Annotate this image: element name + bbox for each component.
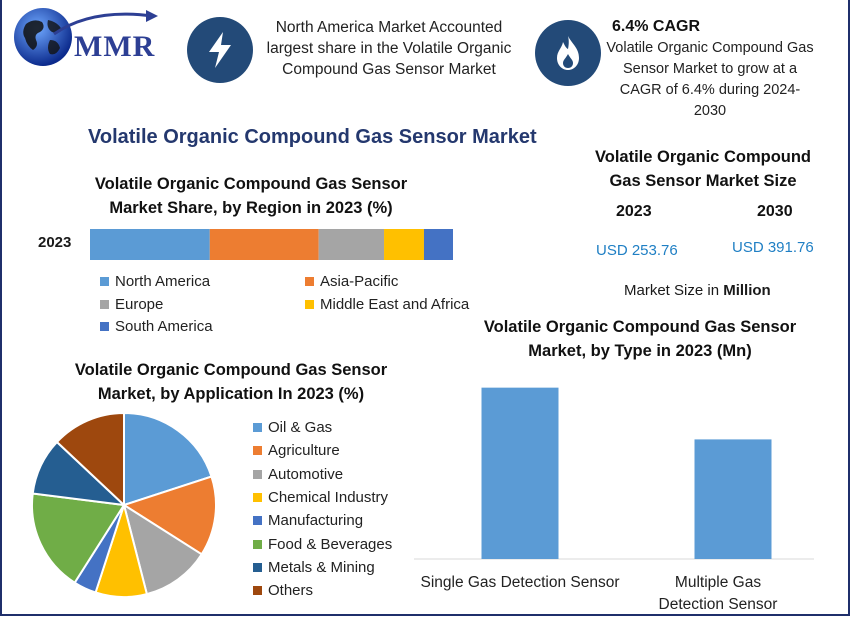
application-chart-title: Volatile Organic Compound Gas Sensor Mar…	[74, 361, 388, 403]
application-legend-item-agriculture: Agriculture	[253, 442, 340, 459]
application-pie-chart	[31, 411, 217, 598]
legend-label: Asia-Pacific	[320, 273, 399, 290]
region-segment-north-america	[90, 229, 210, 260]
region-legend-item-south-america: South America	[100, 318, 213, 335]
application-legend-item-chemical-industry: Chemical Industry	[253, 489, 388, 506]
market-size-unit-prefix: Market Size in	[624, 282, 720, 299]
cagr-text: Volatile Organic Compound Gas Sensor Mar…	[606, 40, 814, 119]
market-size-year-2023: 2023	[616, 203, 652, 220]
market-size-unit-value: Million	[723, 282, 771, 299]
legend-label: Automotive	[268, 465, 344, 483]
legend-label: Oil & Gas	[268, 419, 333, 436]
region-segment-asia-pacific	[209, 229, 319, 260]
market-size-title: Volatile Organic Compound Gas Sensor Mar…	[594, 148, 812, 190]
type-x-label-multiple: Multiple Gas Detection Sensor	[658, 574, 778, 613]
pie-slice-agriculture	[121, 475, 217, 556]
region-stacked-bar	[90, 229, 453, 260]
flame-icon	[557, 36, 579, 70]
legend-swatch	[253, 586, 262, 596]
region-legend-item-north-america: North America	[100, 273, 210, 290]
application-legend-item-metals-and-mining: Metals & Mining	[253, 559, 375, 576]
market-size-value-2030: USD 391.76	[732, 239, 814, 256]
legend-swatch	[253, 562, 262, 572]
legend-label: Manufacturing	[268, 512, 364, 530]
legend-swatch	[100, 300, 109, 309]
application-legend-item-food-and-beverages: Food & Beverages	[253, 536, 392, 553]
main-title: Volatile Organic Compound Gas Sensor Mar…	[88, 126, 537, 148]
legend-swatch	[253, 446, 262, 456]
legend-label: South America	[115, 318, 213, 335]
pie-slice-oil-and-gas	[123, 411, 213, 507]
market-size-value-2023: USD 253.76	[596, 242, 678, 259]
market-size-unit: Market Size in Million	[624, 282, 771, 299]
legend-label: Chemical Industry	[268, 488, 389, 506]
cagr-title: 6.4% CAGR	[612, 18, 701, 35]
type-x-label-single: Single Gas Detection Sensor	[420, 574, 620, 591]
logo-text: MMR	[74, 30, 156, 63]
region-segment-europe	[318, 229, 385, 260]
application-legend-item-automotive: Automotive	[253, 466, 343, 483]
legend-swatch	[305, 277, 314, 286]
pie-slice-food-and-beverages	[31, 492, 126, 585]
region-segment-middle-east-and-africa	[384, 229, 424, 260]
legend-label: Europe	[115, 296, 164, 313]
legend-swatch	[305, 300, 314, 309]
application-legend-item-others: Others	[253, 582, 313, 599]
region-legend-item-middle-east-and-africa: Middle East and Africa	[305, 296, 469, 313]
logo: MMR	[12, 6, 172, 68]
type-bar-multiple-gas-detection-sensor	[694, 439, 772, 559]
highlight-icon-circle	[187, 17, 253, 83]
type-bar-chart	[414, 387, 814, 560]
pie-slice-others	[55, 411, 125, 508]
cagr-icon-circle	[535, 20, 601, 86]
region-chart-title: Volatile Organic Compound Gas Sensor Mar…	[94, 175, 408, 217]
legend-swatch	[100, 277, 109, 286]
pie-slice-automotive	[122, 502, 204, 596]
legend-swatch	[253, 492, 262, 502]
legend-swatch	[100, 322, 109, 331]
legend-label: North America	[115, 273, 211, 290]
highlight-north-america: North America Market Accounted largest s…	[266, 19, 512, 78]
legend-label: Food & Beverages	[268, 535, 393, 553]
legend-swatch	[253, 539, 262, 549]
legend-swatch	[253, 469, 262, 479]
type-chart-title: Volatile Organic Compound Gas Sensor Mar…	[483, 318, 797, 360]
legend-label: Middle East and Africa	[320, 296, 470, 313]
region-bar-category-label: 2023	[38, 234, 72, 251]
legend-label: Others	[268, 582, 314, 600]
application-legend-item-manufacturing: Manufacturing	[253, 512, 363, 529]
legend-swatch	[253, 516, 262, 526]
region-legend-item-asia-pacific: Asia-Pacific	[305, 273, 398, 290]
market-size-year-2030: 2030	[757, 203, 793, 220]
legend-swatch	[253, 423, 262, 432]
legend-label: Agriculture	[268, 442, 340, 460]
region-segment-south-america	[423, 229, 453, 260]
lightning-bolt-icon	[209, 32, 231, 68]
application-legend-item-oil-and-gas: Oil & Gas	[253, 419, 332, 436]
logo-swoosh-icon	[53, 10, 158, 36]
type-bar-single-gas-detection-sensor	[481, 387, 559, 559]
region-legend-item-europe: Europe	[100, 296, 163, 313]
legend-label: Metals & Mining	[268, 558, 375, 576]
